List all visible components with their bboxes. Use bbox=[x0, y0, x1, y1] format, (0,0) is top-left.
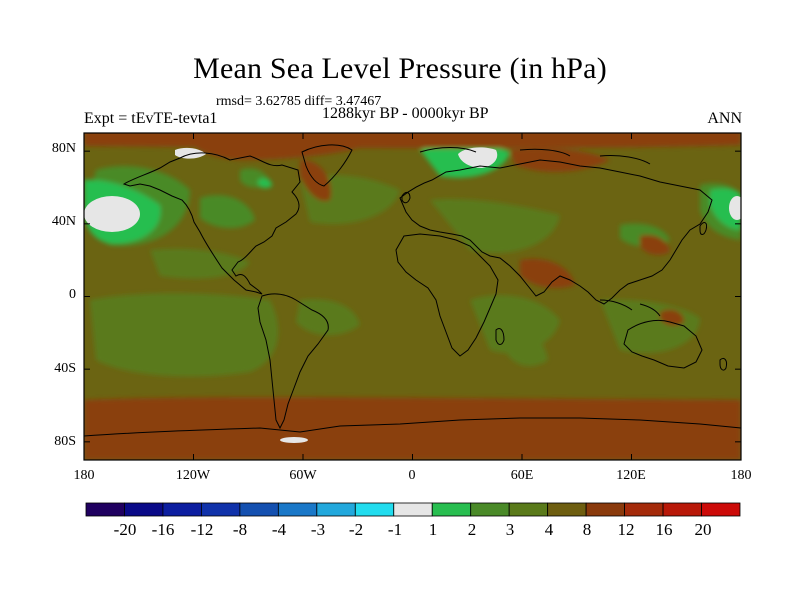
colorbar-label: -1 bbox=[387, 520, 403, 539]
colorbar-label: 8 bbox=[582, 520, 592, 539]
colorbar-label: -12 bbox=[190, 520, 214, 539]
colorbar-swatch bbox=[316, 502, 356, 517]
colorbar-swatch bbox=[354, 502, 395, 517]
colorbar-swatch bbox=[162, 502, 202, 517]
anomaly-region-white bbox=[280, 437, 308, 443]
stats-line: rmsd= 3.62785 diff= 3.47467 bbox=[216, 94, 382, 109]
coast-north-america bbox=[122, 152, 301, 295]
lon-label-120e: 120E bbox=[616, 468, 646, 483]
anomaly-region-green bbox=[200, 195, 255, 229]
anomaly-region-olive bbox=[90, 293, 279, 377]
colorbar-label: 3 bbox=[505, 520, 515, 539]
axis-ticks bbox=[83, 133, 742, 460]
anomaly-region-olive bbox=[505, 329, 548, 367]
colorbar-label: 16 bbox=[655, 520, 673, 539]
lat-label-40n: 40N bbox=[51, 214, 76, 229]
colorbar-swatch bbox=[239, 502, 279, 517]
pressure-field bbox=[84, 133, 741, 460]
colorbar-swatch bbox=[662, 502, 702, 517]
map-subtitle: 1288kyr BP - 0000kyr BP bbox=[322, 105, 489, 122]
colorbar-swatch bbox=[201, 502, 241, 517]
coast-europe-asia bbox=[399, 159, 713, 305]
season-label: ANN bbox=[707, 110, 742, 127]
lon-label-120w: 120W bbox=[175, 468, 211, 483]
coast-new-zealand bbox=[719, 357, 727, 371]
coast-africa bbox=[395, 233, 499, 357]
anomaly-region-bright bbox=[258, 178, 272, 189]
colorbar-swatch bbox=[701, 502, 741, 517]
anomaly-region-brown bbox=[640, 234, 670, 255]
colorbar-swatch bbox=[547, 502, 587, 517]
anomaly-region-white bbox=[175, 147, 206, 159]
coast-australia bbox=[623, 319, 703, 369]
lon-label-180e: 180 bbox=[730, 468, 752, 483]
colorbar-label: -2 bbox=[348, 520, 364, 539]
lat-label-80s: 80S bbox=[54, 434, 76, 449]
colorbar-label: 20 bbox=[694, 520, 712, 539]
anomaly-region-white bbox=[729, 196, 741, 220]
field-white-patches bbox=[84, 147, 741, 443]
colorbar-swatch bbox=[470, 502, 510, 517]
anomaly-region-brown bbox=[84, 133, 741, 149]
lon-label-60w: 60W bbox=[289, 468, 317, 483]
colorbar bbox=[85, 502, 741, 517]
coast-arctic-islands bbox=[419, 147, 651, 165]
anomaly-region-olive bbox=[430, 199, 560, 254]
coast-japan bbox=[699, 222, 707, 235]
colorbar-label: -20 bbox=[113, 520, 137, 539]
lat-label-80n: 80N bbox=[51, 141, 76, 156]
map-title: Mean Sea Level Pressure (in hPa) bbox=[193, 52, 607, 85]
colorbar-label: -16 bbox=[151, 520, 175, 539]
colorbar-label: 4 bbox=[544, 520, 554, 539]
coast-antarctica bbox=[84, 417, 741, 437]
colorbar-label: -3 bbox=[310, 520, 326, 539]
coast-south-america bbox=[257, 293, 329, 430]
anomaly-region-white bbox=[84, 196, 140, 232]
lon-label-180w: 180 bbox=[73, 468, 95, 483]
coast-greenland bbox=[301, 144, 353, 187]
coast-madagascar bbox=[495, 327, 505, 345]
colorbar-swatch bbox=[85, 502, 125, 517]
experiment-label: Expt = tEvTE-tevta1 bbox=[84, 110, 218, 127]
coast-indonesia bbox=[599, 299, 661, 317]
colorbar-label: -8 bbox=[232, 520, 248, 539]
colorbar-label: 2 bbox=[467, 520, 477, 539]
lon-label-0: 0 bbox=[408, 468, 416, 483]
colorbar-swatch bbox=[431, 502, 472, 517]
coast-uk bbox=[401, 191, 411, 204]
anomaly-region-brown bbox=[520, 258, 575, 289]
colorbar-swatch bbox=[585, 502, 625, 517]
anomaly-region-white bbox=[458, 147, 498, 168]
colorbar-swatch bbox=[508, 502, 549, 517]
coastlines bbox=[84, 144, 741, 437]
colorbar-label: -4 bbox=[271, 520, 287, 539]
colorbar-swatch bbox=[277, 502, 318, 517]
lat-label-40s: 40S bbox=[54, 361, 76, 376]
lon-label-60e: 60E bbox=[510, 468, 534, 483]
anomaly-region-brown bbox=[84, 397, 741, 460]
lat-label-0: 0 bbox=[69, 287, 76, 302]
colorbar-swatch bbox=[124, 502, 164, 517]
colorbar-swatch bbox=[393, 502, 433, 517]
colorbar-label: 12 bbox=[617, 520, 635, 539]
anomaly-region-olive bbox=[296, 299, 360, 336]
colorbar-label: 1 bbox=[428, 520, 438, 539]
colorbar-swatch bbox=[624, 502, 664, 517]
